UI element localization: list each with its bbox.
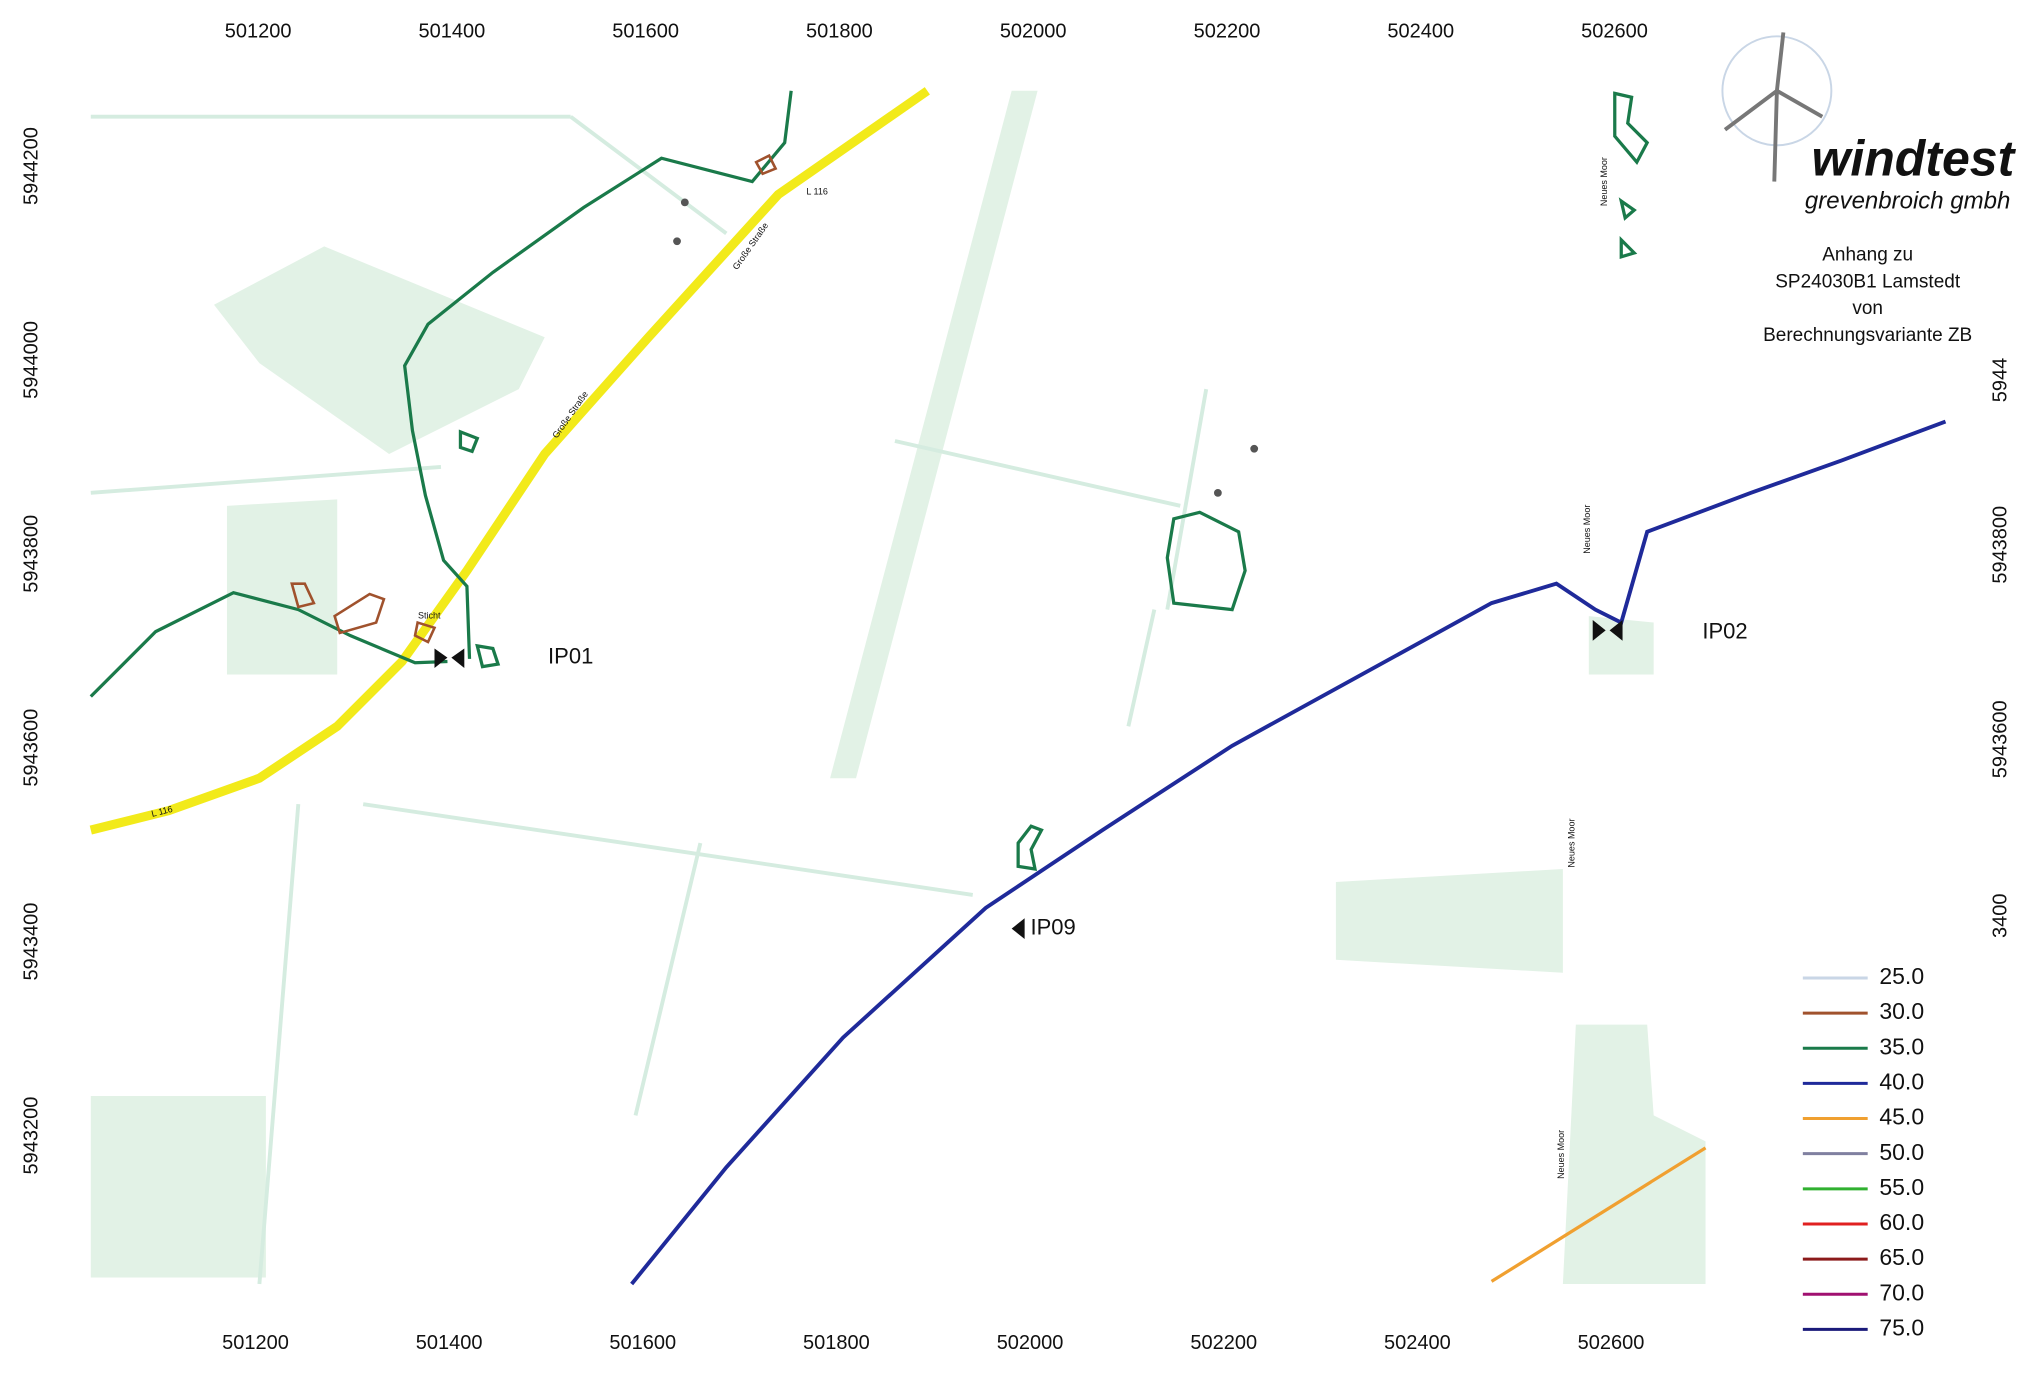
- x-tick-label: 501400: [418, 21, 485, 43]
- turbine: [673, 237, 681, 246]
- map-label: Neues Moor: [1582, 505, 1592, 554]
- logo-name: windtest: [1811, 130, 2016, 186]
- field: [226, 499, 338, 675]
- land-patches: [90, 90, 1706, 1285]
- receiver-markers: [434, 619, 1623, 940]
- x-tick-label: 502000: [1000, 21, 1067, 43]
- legend-label: 55.0: [1879, 1174, 1924, 1200]
- y-tick-label: 5944000: [21, 321, 43, 399]
- contour-line: [1165, 510, 1247, 612]
- x-tick-label: 502600: [1581, 21, 1648, 43]
- annotation-line: SP24030B1 Lamstedt: [1775, 271, 1961, 292]
- x-tick-label: 502200: [1190, 1332, 1257, 1354]
- annotation-line: Anhang zu: [1822, 245, 1913, 266]
- y-tick-label: 5943600: [21, 709, 43, 787]
- logo-turbine: [1723, 32, 1824, 182]
- map-label: Neues Moor: [1566, 819, 1576, 868]
- logo-mark: [1721, 32, 1833, 182]
- receiver: [434, 648, 465, 668]
- track: [90, 114, 1209, 1285]
- map-label: Neues Moor: [1556, 1130, 1566, 1179]
- point-label: IP02: [1702, 619, 1747, 644]
- road: [89, 87, 930, 835]
- x-tick-label: 501800: [806, 21, 873, 43]
- field: [90, 1095, 266, 1278]
- contour-30: [290, 153, 778, 644]
- y-tick-label: 5944: [1990, 358, 2012, 403]
- y-tick-label: 3400: [1990, 893, 2012, 938]
- map-label: Sticht: [418, 610, 441, 620]
- x-tick-label: 501600: [612, 21, 679, 43]
- legend-label: 30.0: [1879, 998, 1924, 1024]
- x-tick-label: 502400: [1387, 21, 1454, 43]
- x-tick-label: 501200: [225, 21, 292, 43]
- contour-line: [290, 153, 778, 644]
- labels: 501200 501400 501600 501800 502000 502200 5024…: [21, 21, 2017, 1354]
- point-label: IP09: [1031, 914, 1076, 939]
- legend-label: 70.0: [1879, 1279, 1924, 1305]
- legend-label: 60.0: [1879, 1209, 1924, 1235]
- legend-label: 35.0: [1879, 1033, 1924, 1059]
- x-tick-label: 501600: [609, 1332, 676, 1354]
- x-tick-label: 502400: [1384, 1332, 1451, 1354]
- y-tick-label: 5943800: [21, 515, 43, 593]
- contour-40: [630, 419, 1947, 1286]
- legend-label: 25.0: [1879, 963, 1924, 989]
- legend-label: 40.0: [1879, 1068, 1924, 1094]
- tracks: [90, 114, 1209, 1285]
- legend-label: 75.0: [1879, 1315, 1924, 1341]
- annotation-line: Berechnungsvariante ZB: [1763, 325, 1972, 346]
- contour-line: [89, 591, 448, 698]
- x-tick-label: 501200: [222, 1332, 289, 1354]
- receiver: [1011, 918, 1025, 940]
- contour-line: [458, 429, 501, 669]
- logo-subtitle: grevenbroich gmbh: [1805, 188, 2010, 215]
- map-label: L 116: [806, 186, 828, 196]
- legend-label: 45.0: [1879, 1104, 1924, 1130]
- field: [214, 246, 545, 454]
- turbine: [680, 198, 689, 207]
- x-tick-label: 501800: [803, 1332, 870, 1354]
- field: [1562, 1024, 1706, 1285]
- annotation-line: von: [1852, 298, 1883, 319]
- x-tick-label: 502200: [1194, 21, 1261, 43]
- point-label: IP01: [548, 643, 593, 668]
- receiver: [1592, 619, 1623, 641]
- map: [89, 32, 1947, 1286]
- turbine: [1213, 488, 1222, 497]
- field: [1335, 868, 1563, 973]
- turbines: [673, 198, 1259, 497]
- legend-label: 50.0: [1879, 1139, 1924, 1165]
- legend-label: 65.0: [1879, 1244, 1924, 1270]
- contour-45: [1490, 1146, 1707, 1283]
- x-tick-label: 501400: [416, 1332, 483, 1354]
- y-tick-label: 5943800: [1990, 506, 2012, 584]
- turbine: [1250, 444, 1259, 453]
- contour-35: [89, 90, 1650, 871]
- contour-line: [1016, 824, 1044, 871]
- y-tick-label: 5943400: [21, 903, 43, 981]
- contour-line: [402, 90, 793, 659]
- y-tick-label: 5943600: [1990, 700, 2012, 778]
- field: [830, 90, 1038, 779]
- contour-line: [1613, 91, 1650, 259]
- y-tick-label: 5943200: [21, 1097, 43, 1175]
- x-tick-label: 502000: [997, 1332, 1064, 1354]
- y-tick-label: 5944200: [21, 127, 43, 205]
- map-label: Neues Moor: [1599, 157, 1609, 206]
- x-tick-label: 502600: [1578, 1332, 1645, 1354]
